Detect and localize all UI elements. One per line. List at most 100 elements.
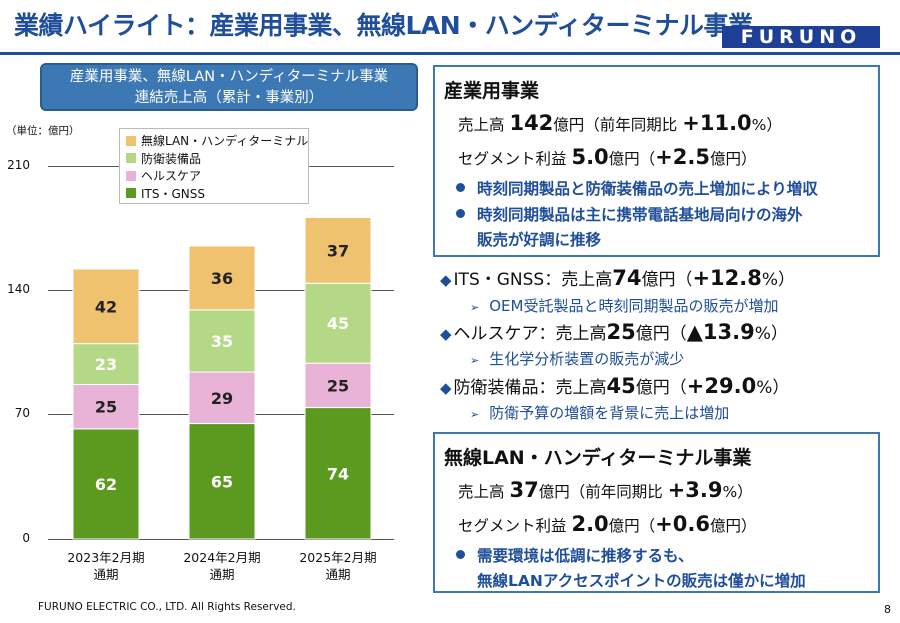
arrow-right-icon: ➢ [470, 408, 480, 421]
x-label-line: 通期 [93, 567, 119, 582]
bullet-text: 時刻同期製品は主に携帯電話基地局向けの海外 [477, 206, 803, 224]
segment-label: セグメント利益 [458, 517, 567, 535]
wireless-sales-line: 売上高 37億円（前年同期比 +3.9%） [458, 478, 753, 502]
sales-unit: 億円（前年同期比 [553, 116, 678, 134]
segment-unit: 億円（ [608, 150, 656, 168]
chart-title-line1: 産業用事業、無線LAN・ハンディターミナル事業 [69, 69, 389, 85]
arrow-right-icon: ➢ [470, 354, 480, 367]
legend-item-healthcare: ヘルスケア [126, 167, 302, 185]
legend-swatch [126, 188, 136, 199]
sales-unit: 億円（前年同期比 [538, 483, 663, 501]
x-label-2024: 2024年2月期 通期 [167, 549, 277, 583]
note-text: 生化学分析装置の販売が減少 [489, 350, 685, 368]
segment-change: +12.8 [692, 266, 762, 290]
industrial-bullet-2-cont: 販売が好調に推移 [477, 231, 602, 249]
segment-value: 5.0 [571, 145, 609, 169]
bar-label-its-gnss-2023: 62 [95, 475, 117, 494]
legend-label: ヘルスケア [141, 169, 202, 184]
x-label-line: 2024年2月期 [183, 550, 261, 565]
stacked-bar-chart: 62 25 23 42 65 29 35 36 74 25 45 37 [72, 217, 372, 540]
diamond-icon: ◆ [440, 325, 452, 343]
sales-label: 売上高 [458, 116, 505, 134]
baseline-0 [48, 539, 394, 540]
legend-item-wireless: 無線LAN・ハンディターミナル [126, 132, 308, 150]
diamond-icon: ◆ [440, 379, 452, 397]
segment-its-gnss-note: ➢ OEM受託製品と時刻同期製品の販売が増加 [470, 295, 778, 316]
sales-value: 37 [509, 478, 539, 502]
industrial-heading: 産業用事業 [444, 80, 540, 102]
sales-tail: %） [751, 116, 782, 134]
chart-legend: 無線LAN・ハンディターミナル 防衛装備品 ヘルスケア ITS・GNSS [119, 128, 309, 204]
page-title: 業績ハイライト：産業用事業、無線LAN・ハンディターミナル事業 [14, 11, 753, 40]
segment-change: +0.6 [655, 512, 710, 536]
wireless-bullet-1-cont: 無線LANアクセスポイントの販売は僅かに増加 [477, 572, 806, 590]
segment-change: ▲13.9 [686, 320, 755, 344]
bullet-dot-icon [456, 209, 465, 218]
chart-unit-label: （単位：億円） [6, 125, 80, 137]
legend-label: 無線LAN・ハンディターミナル [141, 134, 309, 149]
x-label-line: 2025年2月期 [299, 550, 377, 565]
bar-wireless-2025 [304, 217, 372, 284]
segment-unit: 億円（ [608, 517, 656, 535]
segment-head: ITS・GNSS：売上高 [453, 270, 613, 290]
bullet-text: 時刻同期製品と防衛装備品の売上増加により増収 [477, 180, 818, 198]
bar-wireless-2024 [188, 245, 256, 311]
bar-defense-2025 [304, 282, 372, 364]
sales-label: 売上高 [458, 483, 505, 501]
legend-swatch [126, 135, 136, 146]
segment-change: +29.0 [686, 374, 757, 398]
segment-tail: %） [761, 270, 796, 290]
segment-head: ヘルスケア：売上高 [453, 324, 607, 344]
legend-swatch [126, 170, 136, 181]
wireless-heading: 無線LAN・ハンディターミナル事業 [444, 447, 752, 469]
wireless-segment-line: セグメント利益 2.0億円（+0.6億円） [458, 512, 756, 536]
bullet-dot-icon [456, 550, 465, 559]
bullet-dot-icon [456, 183, 465, 192]
bar-label-healthcare-2024: 29 [211, 389, 233, 408]
bar-healthcare-2025 [304, 362, 372, 409]
note-text: OEM受託製品と時刻同期製品の販売が増加 [489, 297, 779, 315]
segment-unit: 億円（ [635, 324, 687, 344]
segment-tail: %） [756, 378, 790, 398]
sales-change: +3.9 [667, 478, 723, 502]
bar-its-gnss-2023 [72, 428, 140, 540]
bar-healthcare-2023 [72, 383, 140, 430]
bar-label-defense-2024: 35 [211, 332, 233, 351]
segment-tail: 億円） [709, 150, 757, 168]
segment-tail: 億円） [709, 517, 757, 535]
furuno-logo: FURUNO [722, 26, 880, 48]
bar-label-defense-2023: 23 [95, 355, 117, 374]
bar-label-its-gnss-2024: 65 [211, 472, 233, 491]
segment-unit: 億円（ [635, 378, 687, 398]
legend-swatch [126, 153, 136, 164]
industrial-bullet-1: 時刻同期製品と防衛装備品の売上増加により増収 [456, 177, 818, 199]
y-tick-140: 140 [7, 282, 30, 296]
segment-label: セグメント利益 [458, 150, 567, 168]
y-tick-210: 210 [7, 158, 30, 172]
segment-change: +2.5 [655, 145, 710, 169]
segment-value: 45 [606, 374, 636, 398]
bullet-text: 需要環境は低調に推移するも、 [477, 547, 694, 565]
diamond-icon: ◆ [440, 271, 452, 289]
x-label-2025: 2025年2月期 通期 [283, 549, 393, 583]
bar-label-wireless-2023: 42 [95, 297, 117, 316]
x-label-line: 2023年2月期 [67, 550, 145, 565]
segment-defense-note: ➢ 防衛予算の増額を背景に売上は増加 [470, 402, 729, 423]
arrow-right-icon: ➢ [470, 301, 480, 314]
industrial-segment-line: セグメント利益 5.0億円（+2.5億円） [458, 145, 756, 169]
x-label-line: 通期 [209, 567, 235, 582]
bar-its-gnss-2025 [304, 407, 372, 540]
bar-label-wireless-2025: 37 [327, 241, 349, 260]
wireless-bullet-1: 需要環境は低調に推移するも、 [456, 544, 694, 566]
legend-label: 防衛装備品 [141, 151, 202, 166]
bar-label-healthcare-2025: 25 [327, 376, 349, 395]
segment-healthcare-note: ➢ 生化学分析装置の販売が減少 [470, 348, 684, 369]
sales-value: 142 [509, 111, 554, 135]
segment-tail: %） [754, 324, 788, 344]
chart-title-line2: 連結売上高（累計・事業別） [134, 90, 324, 106]
segment-unit: 億円（ [641, 270, 693, 290]
bar-defense-2023 [72, 343, 140, 385]
segment-value: 74 [612, 266, 642, 290]
y-tick-70: 70 [14, 406, 30, 420]
industrial-bullet-2: 時刻同期製品は主に携帯電話基地局向けの海外 [456, 203, 803, 225]
